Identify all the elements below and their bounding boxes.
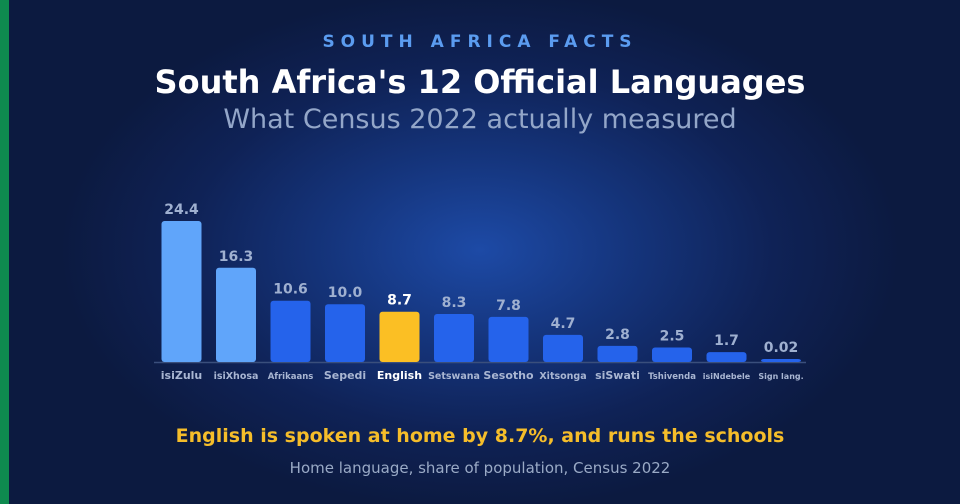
value-label: 10.6 bbox=[273, 282, 308, 298]
value-label: 24.4 bbox=[164, 202, 199, 218]
value-label: 1.7 bbox=[714, 333, 739, 349]
value-label: 10.0 bbox=[328, 285, 363, 301]
bar-sepedi bbox=[325, 304, 365, 362]
category-label: isiZulu bbox=[161, 369, 203, 382]
caption: Home language, share of population, Cens… bbox=[289, 459, 671, 477]
category-label: Xitsonga bbox=[539, 371, 586, 382]
bar-xitsonga bbox=[543, 334, 583, 362]
bar-isixhosa bbox=[216, 267, 256, 362]
category-label: English bbox=[377, 369, 422, 382]
category-label: Tshivenda bbox=[648, 372, 696, 382]
value-label: 0.02 bbox=[764, 340, 799, 356]
value-label: 2.5 bbox=[660, 329, 685, 345]
category-label: Sesotho bbox=[483, 369, 534, 382]
category-label: Sepedi bbox=[324, 369, 366, 382]
value-label: 7.8 bbox=[496, 298, 521, 314]
bar-sesotho bbox=[488, 316, 529, 362]
bar-afrikaans bbox=[270, 300, 311, 362]
bar-siswati bbox=[597, 345, 638, 362]
value-label: 16.3 bbox=[219, 249, 254, 265]
category-label: Afrikaans bbox=[268, 372, 314, 382]
accent-bar bbox=[0, 0, 9, 504]
bar-english bbox=[379, 311, 420, 362]
bar-isindebele bbox=[706, 352, 747, 362]
category-label: siSwati bbox=[595, 369, 640, 382]
bar-tshivenda bbox=[652, 347, 692, 362]
value-label: 8.7 bbox=[387, 293, 412, 309]
value-label: 8.3 bbox=[442, 295, 467, 311]
eyebrow-label: SOUTH AFRICA FACTS bbox=[322, 32, 638, 52]
bar-setswana bbox=[434, 314, 474, 362]
headline: English is spoken at home by 8.7%, and r… bbox=[175, 425, 785, 447]
category-label: isiXhosa bbox=[214, 371, 259, 382]
value-label: 4.7 bbox=[551, 316, 576, 332]
chart-title: South Africa's 12 Official Languages bbox=[154, 63, 806, 101]
category-label: Setswana bbox=[428, 371, 480, 382]
bar-sign-lang bbox=[761, 359, 801, 362]
category-label: isiNdebele bbox=[703, 372, 751, 381]
category-label: Sign lang. bbox=[758, 372, 803, 381]
value-label: 2.8 bbox=[605, 327, 630, 343]
bar-isizulu bbox=[161, 221, 202, 362]
chart-subtitle: What Census 2022 actually measured bbox=[223, 104, 737, 135]
